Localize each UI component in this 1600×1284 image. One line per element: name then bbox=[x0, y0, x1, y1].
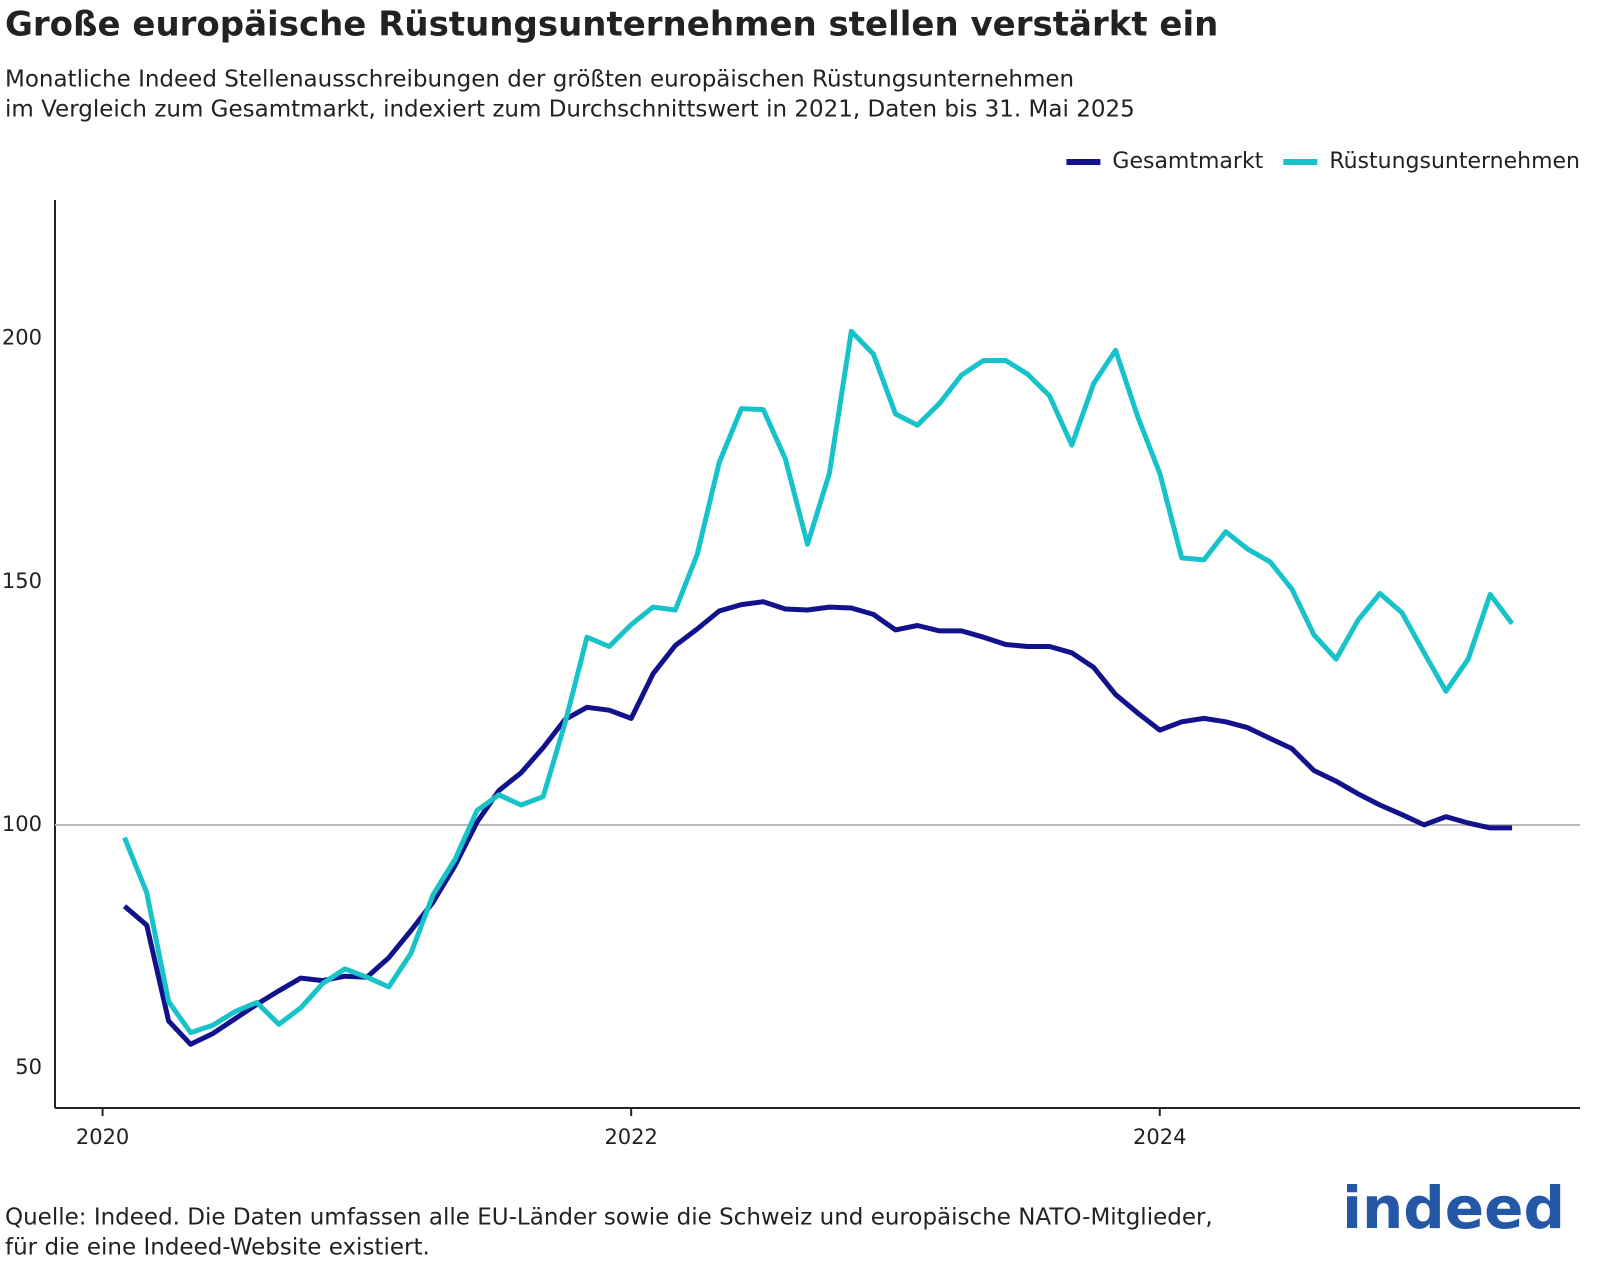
subtitle: im Vergleich zum Gesamtmarkt, indexiert … bbox=[5, 97, 1135, 123]
legend-label: Rüstungsunternehmen bbox=[1329, 149, 1580, 174]
chart-title: Große europäische Rüstungsunternehmen st… bbox=[5, 5, 1218, 45]
logo: indeed bbox=[1342, 1174, 1565, 1242]
source: für die eine Indeed-Website existiert. bbox=[5, 1235, 430, 1261]
y-tick-label: 50 bbox=[15, 1055, 42, 1079]
source: Quelle: Indeed. Die Daten umfassen alle … bbox=[5, 1205, 1213, 1231]
subtitle: Monatliche Indeed Stellenausschreibungen… bbox=[5, 67, 1074, 93]
x-tick-label: 2022 bbox=[604, 1125, 657, 1149]
x-tick-label: 2024 bbox=[1133, 1125, 1186, 1149]
legend-label: Gesamtmarkt bbox=[1112, 149, 1263, 174]
y-tick-label: 200 bbox=[2, 326, 42, 350]
line bbox=[122, 328, 1515, 1036]
y-tick-label: 150 bbox=[2, 569, 42, 593]
y-tick-label: 100 bbox=[2, 812, 42, 836]
line bbox=[122, 599, 1513, 1047]
x-tick-label: 2020 bbox=[76, 1125, 129, 1149]
